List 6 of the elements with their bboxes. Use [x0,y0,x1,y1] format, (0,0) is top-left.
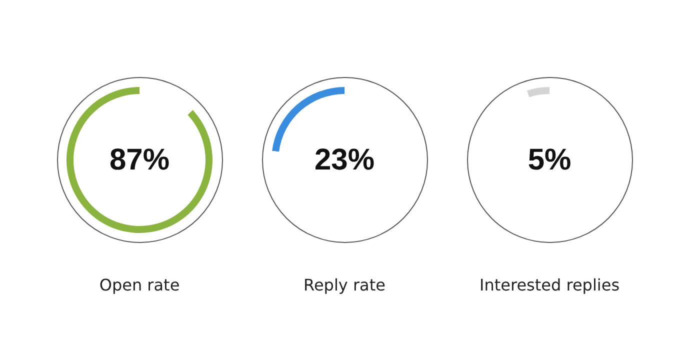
text: Interested replies [479,276,620,294]
text: 23% [314,144,375,176]
text: 87% [109,144,170,176]
text: 5% [528,144,572,176]
text: Reply rate [304,276,386,294]
text: Open rate [99,276,180,294]
